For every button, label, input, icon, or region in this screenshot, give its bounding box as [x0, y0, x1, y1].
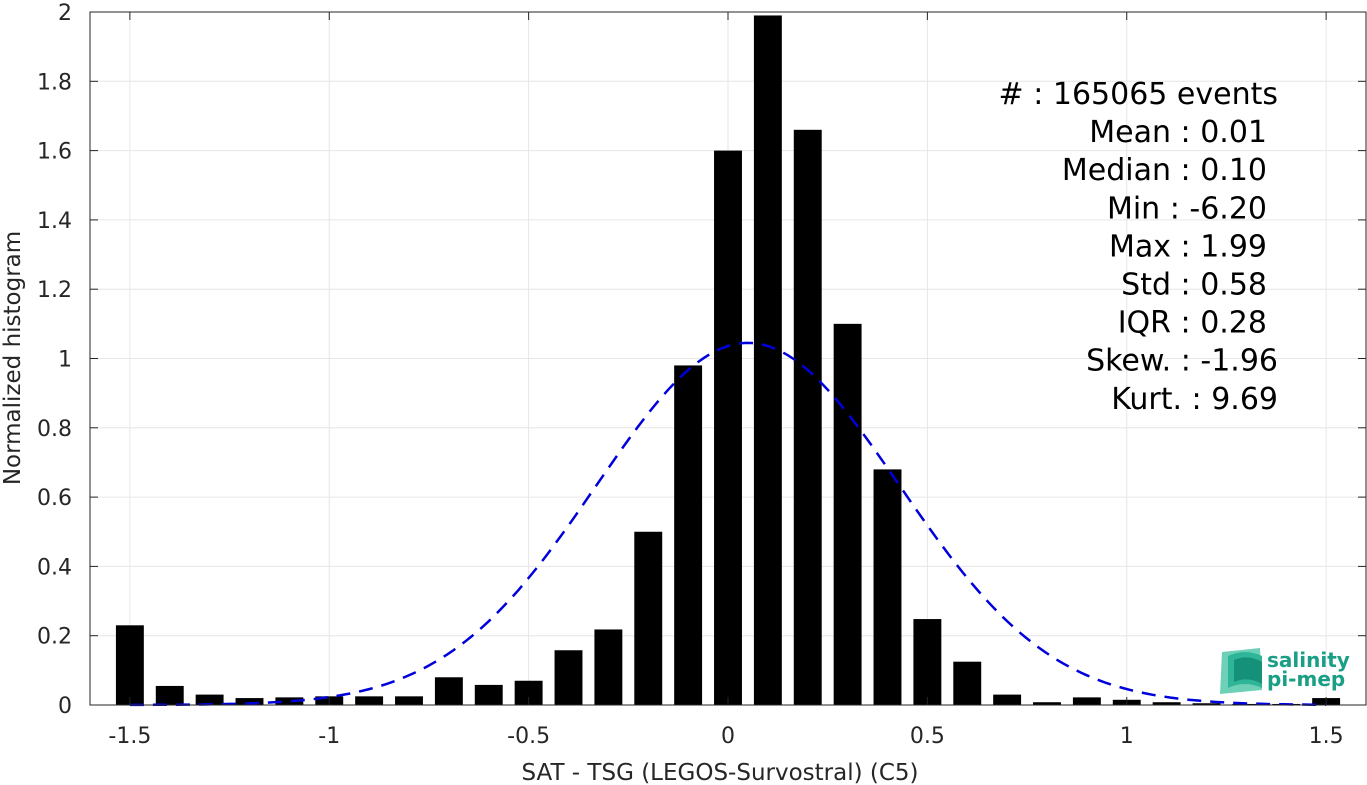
histogram-bar: [1072, 697, 1101, 705]
histogram-bar: [395, 696, 423, 705]
y-tick-label: 1.8: [37, 70, 72, 95]
histogram-bar: [993, 694, 1022, 705]
histogram-bar: [594, 629, 623, 705]
y-tick-label: 0.6: [37, 486, 72, 511]
y-tick-label: 1.2: [37, 278, 72, 303]
y-axis-label: Normalized histogram: [0, 231, 26, 485]
histogram-bar: [833, 323, 862, 705]
histogram-bar: [355, 696, 384, 705]
y-tick-labels: 0 0.2 0.4 0.6 0.8 1 1.2 1.4 1.6 1.8 2: [37, 1, 72, 719]
stat-line: Kurt. : 9.69: [1111, 382, 1278, 417]
x-tick-label: -1: [318, 724, 340, 749]
histogram-bar: [554, 650, 583, 705]
y-tick-label: 0.8: [37, 417, 72, 442]
x-tick-label: 1.5: [1309, 724, 1344, 749]
stat-line: Min : -6.20: [1107, 191, 1267, 226]
y-tick-label: 1.6: [37, 140, 72, 165]
y-tick-label: 2: [58, 1, 72, 26]
y-tick-label: 0.4: [37, 555, 72, 580]
stat-line: Std : 0.58: [1121, 268, 1267, 303]
histogram-bar: [953, 661, 982, 705]
histogram-bar: [714, 150, 742, 706]
x-tick-labels: -1.5 -1 -0.5 0 0.5 1 1.5: [108, 724, 1343, 749]
y-tick-label: 0: [58, 694, 72, 719]
stat-line: Skew. : -1.96: [1086, 344, 1278, 379]
stat-line: Median : 0.10: [1062, 153, 1267, 188]
x-tick-label: -0.5: [507, 724, 550, 749]
x-tick-label: 1: [1120, 724, 1134, 749]
histogram-bar: [155, 685, 184, 705]
y-tick-label: 1: [58, 348, 72, 373]
histogram-bar: [195, 694, 224, 705]
stat-line: Mean : 0.01: [1089, 115, 1267, 150]
histogram-bar: [753, 15, 782, 705]
histogram-bar: [873, 469, 902, 705]
logo-line-salinity: salinity: [1267, 648, 1350, 672]
histogram-bar: [434, 677, 463, 705]
bar-series: [115, 15, 1341, 706]
x-axis-label: SAT - TSG (LEGOS-Survostral) (C5): [521, 760, 918, 785]
stat-line: # : 165065 events: [999, 77, 1278, 112]
y-tick-label: 0.2: [37, 625, 72, 650]
gaussian-fit-curve: [129, 341, 1327, 707]
histogram-bar: [115, 625, 144, 705]
logo-line-pimep: pi-mep: [1267, 667, 1345, 691]
histogram-bar: [634, 531, 663, 705]
histogram-bar: [275, 697, 304, 705]
histogram-bar: [235, 698, 264, 705]
x-tick-label: 0.5: [910, 724, 945, 749]
axes: [89, 11, 1367, 706]
stat-line: Max : 1.99: [1109, 229, 1267, 264]
histogram-bar: [913, 619, 942, 705]
y-tick-label: 1.4: [37, 209, 72, 234]
histogram-bar: [474, 684, 503, 705]
histogram-bar: [1192, 703, 1221, 705]
histogram-bar: [1152, 702, 1181, 705]
histogram-bar: [793, 129, 822, 705]
histogram-bar: [674, 365, 703, 705]
x-tick-label: -1.5: [108, 724, 151, 749]
logo-waves-icon: [1220, 648, 1262, 694]
stat-line: IQR : 0.28: [1118, 306, 1267, 341]
x-tick-label: 0: [721, 724, 735, 749]
salinity-pimep-logo: salinity pi-mep: [1220, 648, 1350, 694]
histogram-bar: [1033, 702, 1061, 705]
